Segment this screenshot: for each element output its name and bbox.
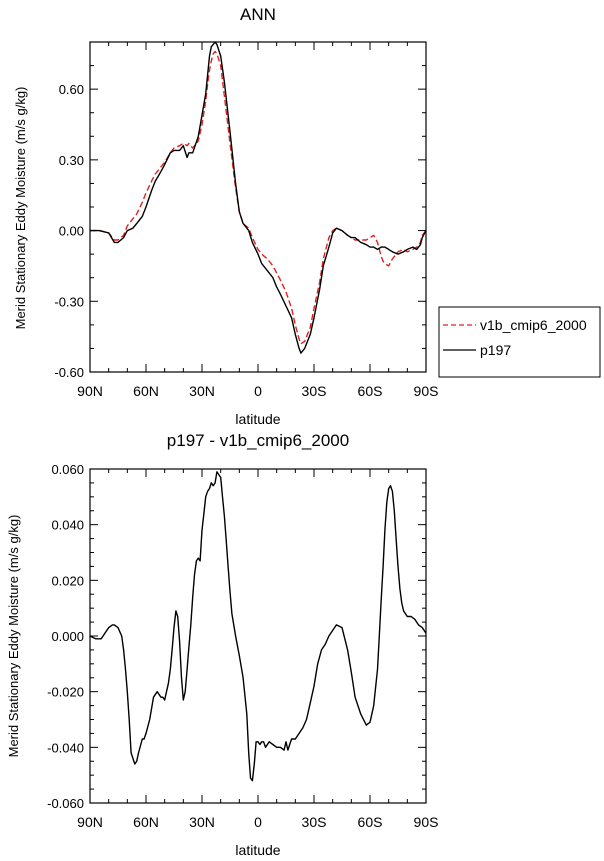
- bottom-x-tick-label: 0: [254, 814, 262, 830]
- top-chart-title: ANN: [240, 5, 276, 24]
- bottom-plot-frame: [89, 468, 427, 804]
- panel-bottom: p197 - v1b_cmip6_2000 90N 60N 30N 0 30S 60S 90…: [6, 431, 438, 858]
- legend-label-v1b: v1b_cmip6_2000: [480, 317, 587, 333]
- top-y-axis-label: Merid Stationary Eddy Moisture (m/s g/kg…: [13, 87, 28, 330]
- bottom-y-tick-label: 0.000: [51, 629, 84, 644]
- top-x-tick-label: 30S: [302, 383, 327, 399]
- panel-top: ANN 90N 60N 30N 0 30S 60S 90S -0.60 -0.30 0.00 0.3…: [13, 5, 438, 427]
- top-y-tick-label: -0.30: [54, 294, 84, 309]
- bottom-x-tick-label: 30S: [302, 814, 327, 830]
- top-x-tick-label: 90S: [414, 383, 439, 399]
- bottom-y-tick-label: 0.020: [51, 573, 84, 588]
- top-x-tick-label: 60S: [358, 383, 383, 399]
- bottom-series-line-difference: [89, 471, 427, 782]
- bottom-x-tick-label: 60S: [358, 814, 383, 830]
- legend-box: [438, 306, 601, 378]
- legend-label-p197: p197: [480, 342, 511, 358]
- top-y-tick-label: 0.30: [59, 153, 84, 168]
- top-x-tick-label: 90N: [77, 383, 103, 399]
- top-x-axis-label: latitude: [235, 411, 280, 427]
- top-y-tick-label: 0.60: [59, 82, 84, 97]
- top-x-tick-label: 60N: [133, 383, 159, 399]
- bottom-chart-title: p197 - v1b_cmip6_2000: [167, 431, 349, 450]
- bottom-y-tick-label: 0.040: [51, 518, 84, 533]
- bottom-x-tick-label: 30N: [189, 814, 215, 830]
- top-x-tick-label: 30N: [189, 383, 215, 399]
- bottom-x-tick-label: 90S: [414, 814, 439, 830]
- bottom-y-axis-label: Merid Stationary Eddy Moisture (m/s g/kg…: [6, 515, 21, 758]
- bottom-y-tick-label: -0.020: [47, 685, 84, 700]
- legend: v1b_cmip6_2000 p197: [438, 306, 601, 378]
- bottom-y-tick-label: -0.060: [47, 796, 84, 811]
- bottom-x-axis-label: latitude: [235, 842, 280, 858]
- bottom-y-tick-label: -0.040: [47, 740, 84, 755]
- bottom-x-tick-label: 90N: [77, 814, 103, 830]
- top-series-line-v1b_cmip6_2000: [90, 50, 427, 345]
- top-series-line-p197: [90, 41, 427, 354]
- bottom-y-tick-label: 0.060: [51, 462, 84, 477]
- top-y-tick-label: -0.60: [54, 365, 84, 380]
- top-y-tick-label: 0.00: [59, 224, 84, 239]
- top-x-tick-label: 0: [254, 383, 262, 399]
- bottom-x-tick-label: 60N: [133, 814, 159, 830]
